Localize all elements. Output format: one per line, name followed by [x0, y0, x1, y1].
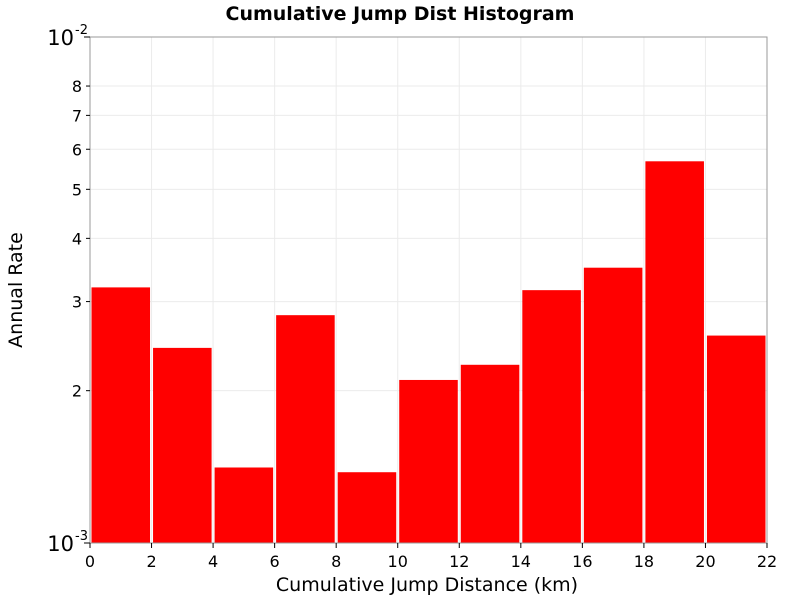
bar [214, 467, 274, 543]
y-tick-label: 5 [72, 180, 82, 199]
bar [645, 161, 704, 543]
y-major-tick-exponent: -3 [75, 529, 88, 544]
y-tick-label: 4 [72, 229, 82, 248]
bar [583, 267, 643, 543]
y-tick-label: 3 [72, 293, 82, 312]
bars [91, 161, 766, 543]
x-axis-label: Cumulative Jump Distance (km) [276, 574, 578, 596]
x-tick-label: 2 [146, 552, 156, 571]
y-tick-label: 7 [72, 106, 82, 125]
bar [276, 315, 335, 543]
y-axis-label: Annual Rate [5, 232, 27, 348]
bar [706, 335, 766, 543]
bar [337, 472, 397, 543]
x-ticks: 0 2 4 6 8 10 12 14 16 18 20 22 [85, 543, 777, 571]
x-tick-label: 18 [634, 552, 654, 571]
chart-title: Cumulative Jump Dist Histogram [226, 3, 575, 25]
x-tick-label: 6 [270, 552, 280, 571]
x-tick-label: 8 [331, 552, 341, 571]
x-tick-label: 22 [757, 552, 777, 571]
x-tick-label: 4 [208, 552, 218, 571]
x-tick-label: 0 [85, 552, 95, 571]
bar [460, 364, 520, 543]
x-tick-label: 14 [511, 552, 531, 571]
x-tick-label: 10 [388, 552, 408, 571]
bar [399, 379, 458, 543]
y-major-tick-base: 10 [47, 26, 74, 50]
x-tick-label: 20 [695, 552, 715, 571]
x-tick-label: 16 [572, 552, 592, 571]
y-tick-label: 8 [72, 77, 82, 96]
y-tick-label: 2 [72, 382, 82, 401]
bar [522, 290, 581, 543]
y-major-tick-exponent: -2 [75, 23, 88, 38]
bar [153, 347, 212, 543]
y-major-tick-base: 10 [47, 532, 74, 556]
plot-frame [89, 36, 768, 544]
y-tick-label: 6 [72, 140, 82, 159]
x-tick-label: 12 [449, 552, 469, 571]
bar [91, 287, 151, 543]
